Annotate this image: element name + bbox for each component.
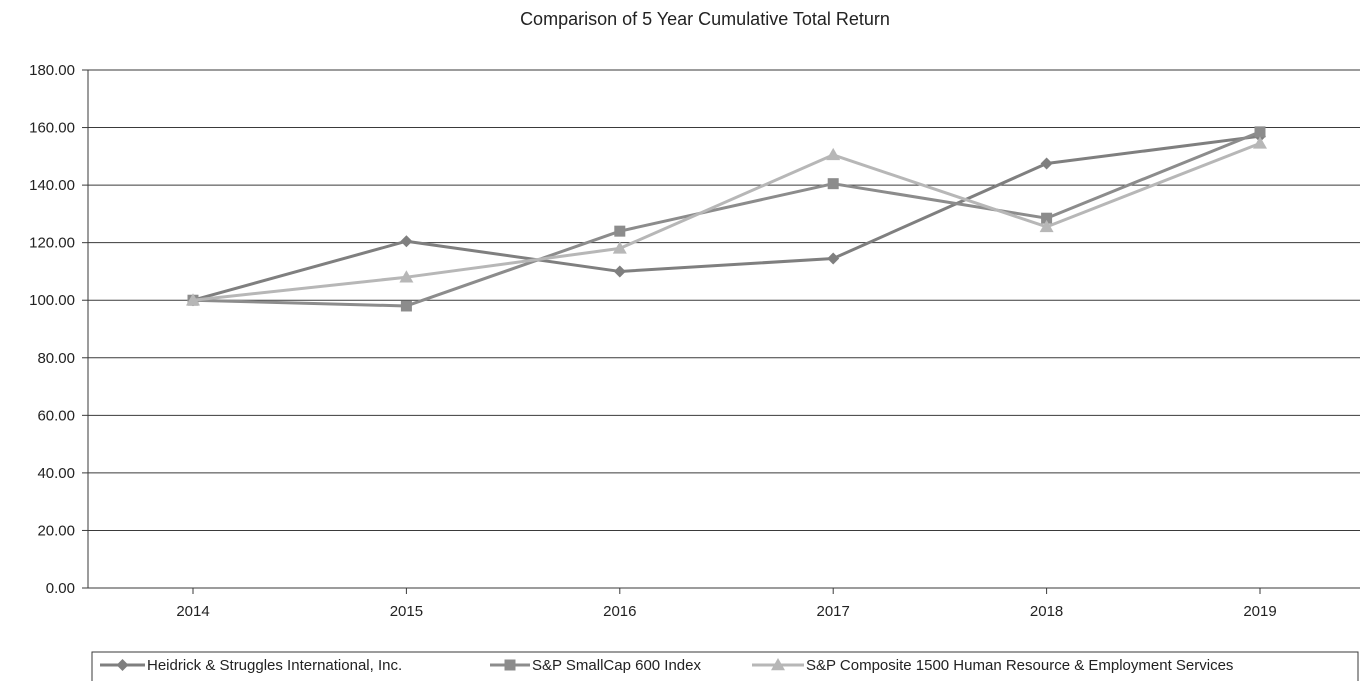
series-line-heidrick-struggles-international-inc (192, 134, 1261, 302)
y-tick-label: 40.00 (37, 465, 75, 482)
y-tick-label: 80.00 (37, 350, 75, 367)
y-tick-label: 160.00 (29, 120, 75, 137)
y-tick-label: 120.00 (29, 235, 75, 252)
legend-swatch-marker (504, 659, 516, 671)
data-point-s-p-smallcap-600-index (400, 300, 412, 312)
x-axis-ticks: 2014 2015 2016 2017 2018 2019 (176, 588, 1277, 620)
data-point-heidrick-struggles-international-inc (400, 235, 413, 248)
data-point-heidrick-struggles-international-inc (613, 265, 626, 278)
y-tick-label: 140.00 (29, 177, 75, 194)
gridlines (82, 69, 1360, 589)
data-point-s-p-smallcap-600-index (614, 225, 626, 237)
data-point-heidrick-struggles-international-inc (1040, 157, 1053, 170)
data-point-s-p-composite-1500-human-resource-employment-services (612, 241, 627, 254)
x-tick-label: 2016 (603, 603, 636, 620)
legend-item-s-p-composite-1500-human-resource-employment-services: S&P Composite 1500 Human Resource & Empl… (752, 657, 1233, 674)
y-tick-label: 180.00 (29, 62, 75, 79)
y-axis-ticks: 0.00 20.00 40.00 60.00 80.00 100.00 120.00 140.… (29, 62, 75, 597)
data-point-s-p-composite-1500-human-resource-employment-services (826, 147, 841, 161)
data-point-heidrick-struggles-international-inc (827, 252, 840, 265)
data-point-s-p-smallcap-600-index (1041, 212, 1053, 224)
legend-swatch-marker (771, 658, 785, 671)
x-tick-label: 2014 (176, 603, 209, 620)
series-line-s-p-smallcap-600-index (192, 130, 1261, 308)
legend-label: Heidrick & Struggles International, Inc. (147, 657, 402, 674)
chart-title: Comparison of 5 Year Cumulative Total Re… (520, 9, 890, 29)
x-tick-label: 2018 (1030, 603, 1063, 620)
data-point-s-p-smallcap-600-index (1254, 126, 1266, 138)
series-group (186, 126, 1267, 312)
series-heidrick-struggles-international-inc (187, 130, 1266, 307)
data-point-s-p-smallcap-600-index (827, 178, 839, 190)
x-tick-label: 2017 (817, 603, 850, 620)
legend: Heidrick & Struggles International, Inc.… (91, 651, 1359, 681)
legend-box (91, 651, 1359, 681)
x-tick-label: 2019 (1243, 603, 1276, 620)
legend-label: S&P Composite 1500 Human Resource & Empl… (806, 657, 1233, 674)
data-point-s-p-composite-1500-human-resource-employment-services (1039, 219, 1054, 233)
y-tick-label: 20.00 (37, 522, 75, 539)
legend-swatch-marker (116, 659, 129, 671)
legend-label: S&P SmallCap 600 Index (532, 657, 701, 674)
data-point-s-p-composite-1500-human-resource-employment-services (399, 270, 414, 283)
y-tick-label: 0.00 (46, 580, 75, 597)
series-line-s-p-composite-1500-human-resource-employment-services (192, 141, 1261, 302)
data-point-s-p-composite-1500-human-resource-employment-services (186, 293, 200, 306)
y-tick-label: 60.00 (37, 407, 75, 424)
y-tick-label: 100.00 (29, 292, 75, 309)
legend-item-s-p-smallcap-600-index: S&P SmallCap 600 Index (490, 657, 701, 674)
data-point-s-p-composite-1500-human-resource-employment-services (1253, 136, 1267, 149)
x-tick-label: 2015 (390, 603, 423, 620)
legend-item-heidrick-struggles-international-inc: Heidrick & Struggles International, Inc. (100, 657, 402, 674)
series-s-p-composite-1500-human-resource-employment-services (186, 136, 1267, 306)
